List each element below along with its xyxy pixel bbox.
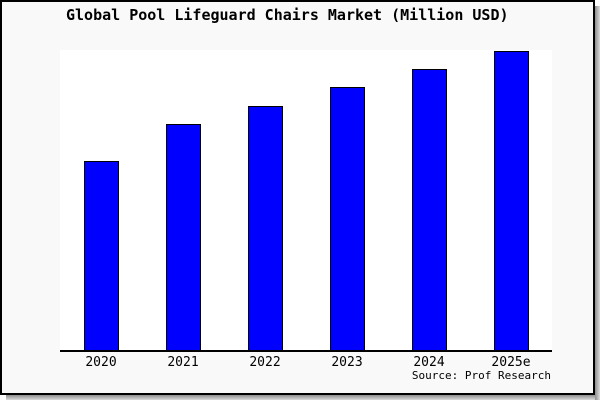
chart-title: Global Pool Lifeguard Chairs Market (Mil… xyxy=(66,6,509,24)
frame-shadow-bottom xyxy=(6,395,595,400)
plot-area xyxy=(60,50,552,351)
x-tick-label: 2025e xyxy=(491,355,531,370)
bar-2020 xyxy=(83,161,119,351)
x-tick-label: 2023 xyxy=(331,355,363,370)
x-tick-label: 2024 xyxy=(413,355,445,370)
x-tick-label: 2022 xyxy=(249,355,281,370)
x-axis-line xyxy=(60,350,552,352)
bar-2021 xyxy=(165,124,201,351)
bar-2025e xyxy=(493,51,529,351)
x-tick-label: 2021 xyxy=(167,355,199,370)
source-credit: Source: Prof Research xyxy=(411,369,551,382)
bar-2022 xyxy=(247,106,283,351)
x-tick-label: 2020 xyxy=(85,355,117,370)
bar-2023 xyxy=(329,87,365,351)
bar-2024 xyxy=(411,69,447,351)
frame-shadow-right xyxy=(595,6,600,400)
